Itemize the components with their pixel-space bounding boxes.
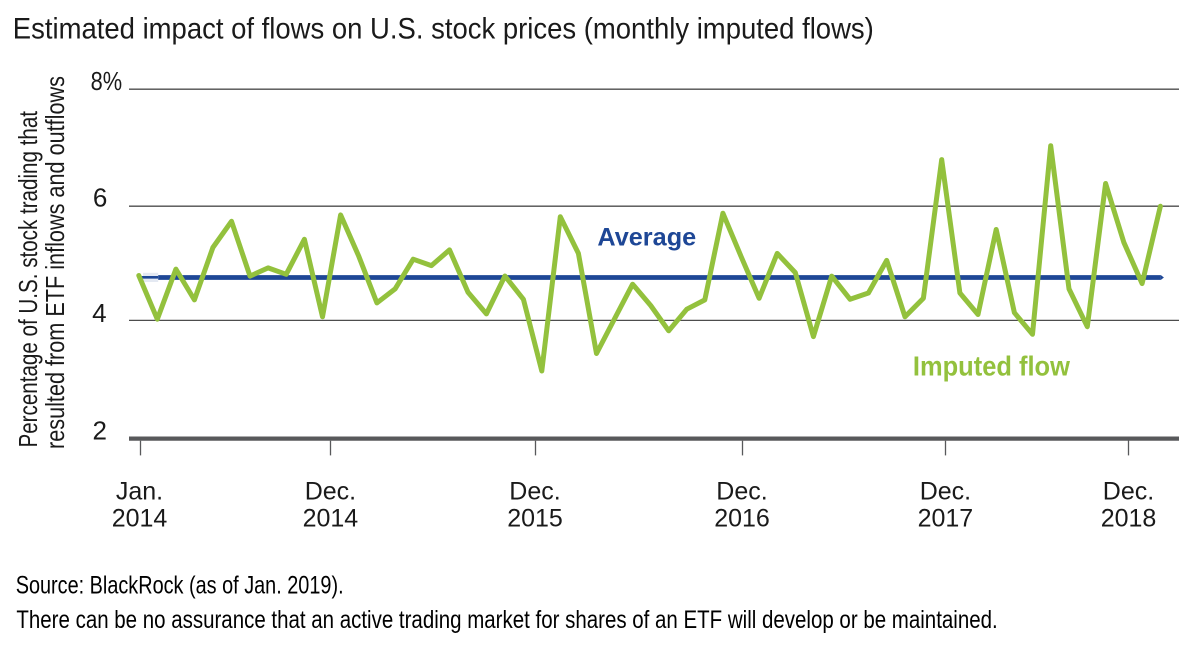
- svg-text:2014: 2014: [112, 505, 168, 533]
- svg-text:Dec.: Dec.: [920, 478, 971, 506]
- svg-text:Dec.: Dec.: [1103, 478, 1154, 506]
- svg-text:2018: 2018: [1101, 505, 1157, 533]
- svg-text:8%: 8%: [91, 66, 123, 96]
- svg-text:Jan.: Jan.: [116, 478, 163, 506]
- svg-text:Dec.: Dec.: [509, 478, 560, 506]
- svg-text:2014: 2014: [303, 505, 359, 533]
- svg-text:Dec.: Dec.: [305, 478, 356, 506]
- svg-text:resulted from ETF inflows and: resulted from ETF inflows and outflows: [40, 76, 70, 449]
- svg-text:Dec.: Dec.: [716, 478, 767, 506]
- svg-text:2017: 2017: [918, 505, 974, 533]
- svg-text:Average: Average: [597, 224, 696, 252]
- svg-text:Estimated impact of flows on U: Estimated impact of flows on U.S. stock …: [13, 13, 874, 46]
- svg-text:2: 2: [93, 416, 107, 446]
- svg-text:Source: BlackRock (as of Jan.: Source: BlackRock (as of Jan. 2019).: [16, 571, 344, 599]
- svg-text:4: 4: [92, 298, 106, 328]
- svg-text:2016: 2016: [714, 505, 770, 533]
- svg-text:Percentage of U.S. stock tradi: Percentage of U.S. stock trading that: [13, 110, 43, 447]
- svg-text:Imputed flow: Imputed flow: [913, 351, 1070, 382]
- svg-text:2015: 2015: [507, 505, 563, 533]
- svg-text:There can be no assurance that: There can be no assurance that an active…: [16, 606, 997, 634]
- svg-text:6: 6: [93, 183, 107, 213]
